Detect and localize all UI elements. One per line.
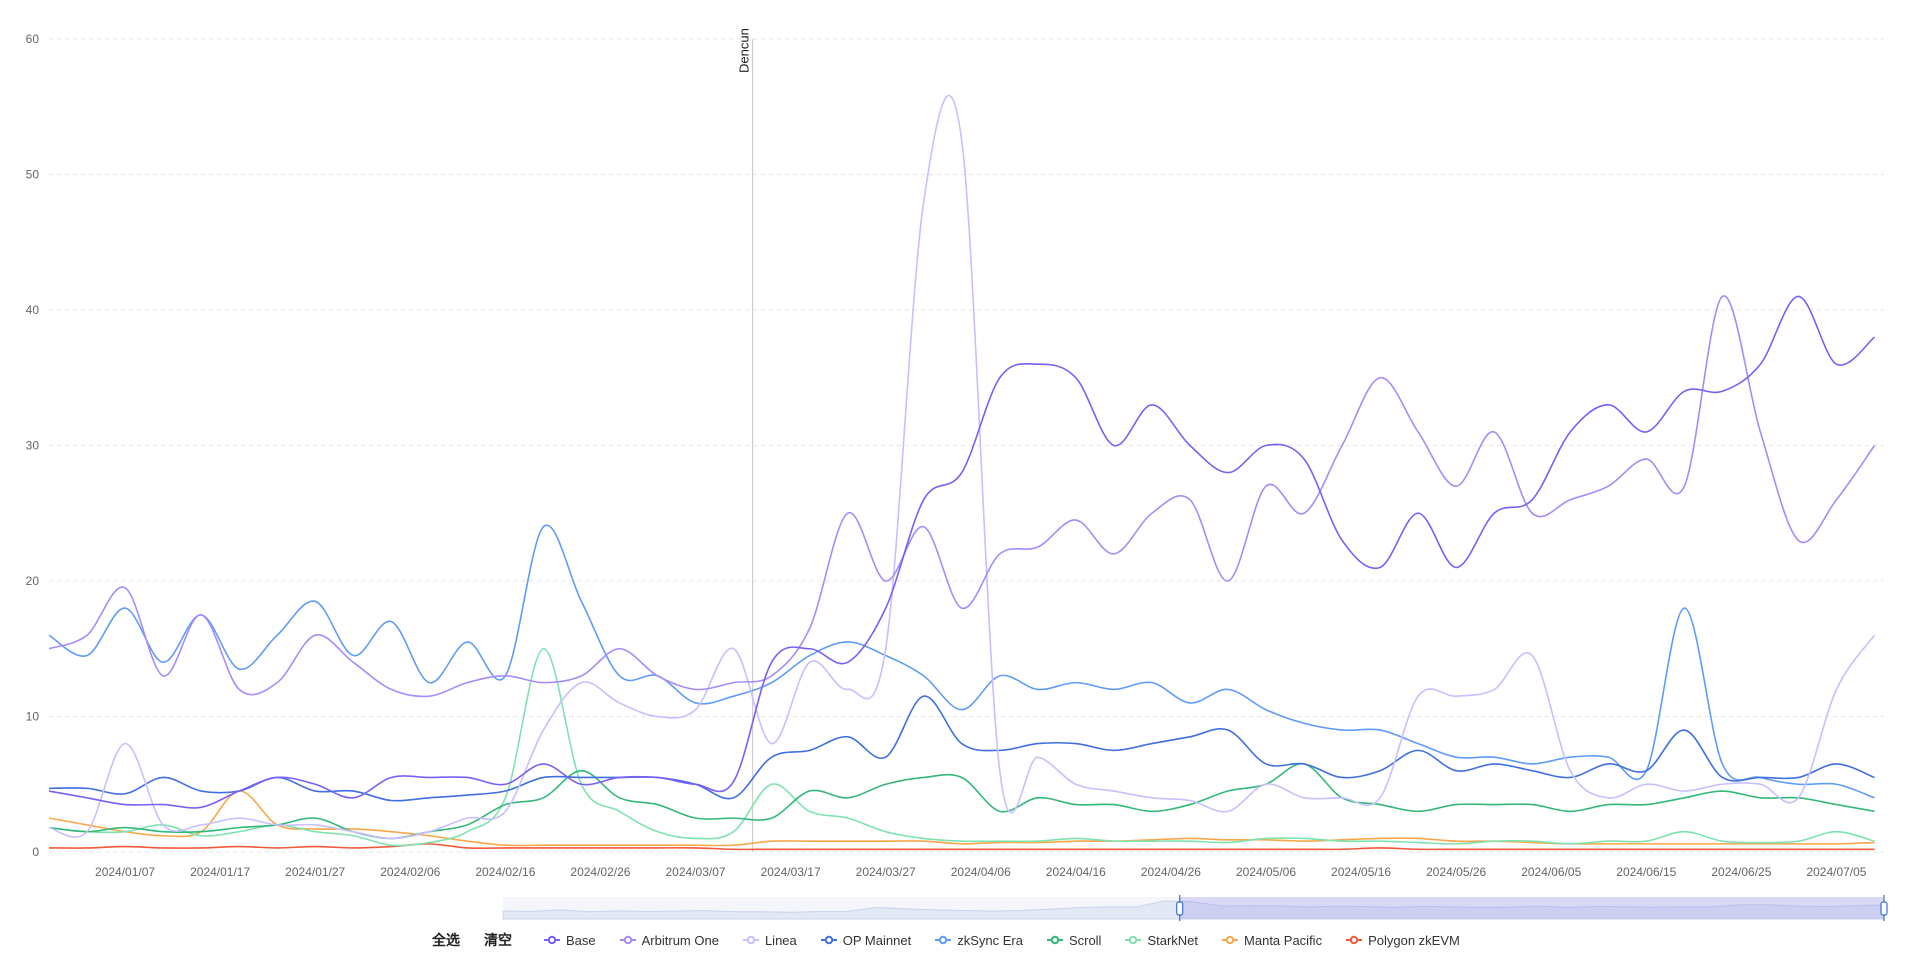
- legend-line-circle-icon: [1222, 935, 1239, 945]
- series-line-scroll: [48, 763, 1875, 840]
- legend-label: Scroll: [1068, 932, 1102, 948]
- legend-label: StarkNet: [1147, 932, 1199, 948]
- series-line-arbitrum-one: [48, 295, 1876, 698]
- series-lines: [48, 94, 1876, 851]
- data-zoom-slider[interactable]: [502, 895, 1888, 921]
- series-line-manta-pacific: [48, 790, 1875, 847]
- x-tick-label: 2024/02/16: [475, 865, 535, 879]
- x-tick-label: 2024/05/16: [1331, 865, 1391, 879]
- slider-start-handle[interactable]: [1176, 901, 1184, 916]
- legend-line-circle-icon: [1046, 935, 1063, 945]
- series-line-op-mainnet: [48, 695, 1875, 802]
- slider-end-handle[interactable]: [1880, 901, 1888, 916]
- legend-label: Manta Pacific: [1244, 932, 1323, 948]
- x-tick-label: 2024/05/06: [1236, 865, 1296, 879]
- legend-label: OP Mainnet: [842, 932, 912, 948]
- series-line-zksync-era: [48, 524, 1875, 799]
- x-tick-label: 2024/04/06: [951, 865, 1011, 879]
- y-tick-label: 10: [26, 710, 40, 724]
- x-tick-label: 2024/07/05: [1806, 865, 1866, 879]
- x-tick-label: 2024/01/17: [190, 865, 250, 879]
- legend-item-arbitrum-one[interactable]: Arbitrum One: [619, 932, 719, 948]
- x-tick-label: 2024/03/07: [665, 865, 725, 879]
- legend: 全选 清空 Base Arbitrum One Linea OP Mainnet zkS…: [430, 929, 1484, 951]
- legend-item-manta-pacific[interactable]: Manta Pacific: [1222, 933, 1322, 948]
- x-axis-ticks: 2024/01/07 2024/01/17 2024/01/27 2024/02/06…: [95, 865, 1867, 879]
- x-tick-label: 2024/06/05: [1521, 865, 1581, 879]
- legend-item-zksync-era[interactable]: zkSync Era: [935, 933, 1023, 948]
- legend-item-linea[interactable]: Linea: [742, 932, 797, 948]
- legend-label: Linea: [764, 932, 797, 948]
- legend-line-circle-icon: [742, 935, 759, 945]
- x-tick-label: 2024/04/26: [1141, 865, 1201, 879]
- annotation-label: Dencun: [737, 28, 752, 73]
- clear-button[interactable]: 清空: [484, 932, 512, 948]
- legend-label: Arbitrum One: [641, 932, 719, 948]
- x-tick-label: 2024/04/16: [1046, 865, 1106, 879]
- x-tick-label: 2024/03/17: [761, 865, 821, 879]
- x-tick-label: 2024/06/25: [1711, 865, 1771, 879]
- legend-item-op-mainnet[interactable]: OP Mainnet: [820, 932, 912, 948]
- x-tick-label: 2024/06/15: [1616, 865, 1676, 879]
- x-tick-label: 2024/02/06: [380, 865, 440, 879]
- grid-lines: [49, 38, 1884, 853]
- select-all-button[interactable]: 全选: [432, 932, 460, 948]
- y-tick-label: 60: [26, 32, 40, 46]
- annotation-dencun: Dencun: [737, 28, 754, 852]
- legend-line-circle-icon: [1125, 935, 1142, 945]
- y-tick-label: 20: [26, 574, 40, 588]
- x-tick-label: 2024/03/27: [856, 865, 916, 879]
- y-axis-ticks: 0 10 20 30 40 50 60: [26, 32, 40, 859]
- legend-line-circle-icon: [1346, 935, 1363, 945]
- legend-line-circle-icon: [619, 935, 636, 945]
- y-tick-label: 50: [26, 168, 40, 182]
- series-line-starknet: [48, 647, 1875, 847]
- x-tick-label: 2024/05/26: [1426, 865, 1486, 879]
- y-tick-label: 0: [32, 845, 39, 859]
- legend-line-circle-icon: [935, 935, 952, 945]
- legend-line-circle-icon: [544, 935, 560, 945]
- legend-label: Base: [566, 932, 596, 948]
- slider-preview-area: [502, 900, 1885, 920]
- legend-item-polygon-zkevm[interactable]: Polygon zkEVM: [1346, 933, 1460, 948]
- x-tick-label: 2024/01/07: [95, 865, 155, 879]
- legend-item-base[interactable]: Base: [544, 933, 596, 948]
- x-tick-label: 2024/01/27: [285, 865, 345, 879]
- legend-item-starknet[interactable]: StarkNet: [1125, 933, 1198, 948]
- y-tick-label: 40: [26, 303, 40, 317]
- legend-line-circle-icon: [820, 935, 837, 945]
- slider-selected-range: [1179, 897, 1884, 919]
- series-line-polygon-zkevm: [48, 843, 1875, 851]
- legend-label: Polygon zkEVM: [1368, 932, 1460, 948]
- legend-item-scroll[interactable]: Scroll: [1046, 932, 1102, 948]
- y-tick-label: 30: [26, 439, 40, 453]
- x-tick-label: 2024/02/26: [570, 865, 630, 879]
- legend-label: zkSync Era: [957, 932, 1023, 948]
- series-line-linea: [48, 94, 1876, 840]
- series-line-base: [48, 295, 1876, 809]
